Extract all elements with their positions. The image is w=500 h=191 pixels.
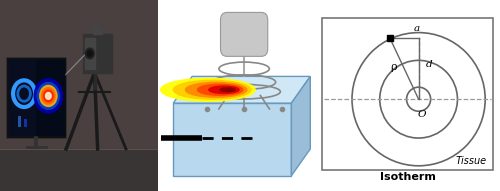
Circle shape [38, 83, 60, 109]
Ellipse shape [220, 88, 236, 92]
Ellipse shape [186, 82, 247, 97]
Circle shape [46, 92, 51, 99]
Text: Isotherm: Isotherm [380, 172, 436, 182]
Circle shape [88, 50, 92, 57]
Bar [24, 119, 27, 127]
Ellipse shape [174, 80, 251, 99]
Bar [18, 116, 21, 127]
Polygon shape [292, 76, 310, 176]
Bar [36, 60, 64, 135]
Ellipse shape [209, 86, 239, 93]
Text: d: d [426, 61, 432, 70]
Bar [8, 60, 64, 135]
Bar [85, 38, 94, 69]
Text: O: O [417, 110, 426, 119]
Bar [6, 57, 66, 138]
Polygon shape [174, 76, 310, 103]
Bar [0, 149, 158, 191]
Text: ρ: ρ [390, 62, 396, 72]
Ellipse shape [198, 84, 243, 95]
Circle shape [34, 79, 62, 113]
Bar [174, 103, 292, 176]
Text: a: a [414, 24, 420, 33]
Circle shape [42, 88, 55, 104]
Text: Tissue: Tissue [456, 156, 487, 166]
Circle shape [86, 48, 94, 59]
Bar [93, 25, 102, 34]
Ellipse shape [160, 78, 255, 101]
Bar [322, 18, 492, 169]
Circle shape [40, 85, 57, 106]
Bar [84, 34, 112, 73]
Circle shape [44, 90, 53, 102]
FancyBboxPatch shape [220, 12, 268, 56]
